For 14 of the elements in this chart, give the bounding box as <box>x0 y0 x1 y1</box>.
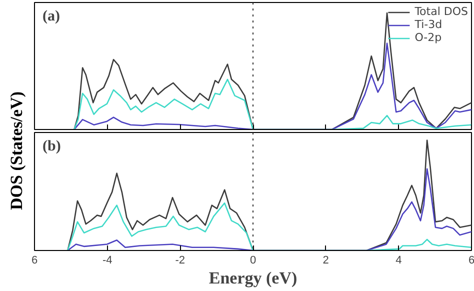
legend-label: Total DOS <box>414 5 468 18</box>
y-axis-title: DOS (States/eV) <box>6 91 27 210</box>
x-tick-label: -2 <box>175 254 186 266</box>
legend-label: O-2p <box>414 31 442 44</box>
annotation: (a) <box>42 8 60 24</box>
x-tick-label: 0 <box>250 254 256 266</box>
x-tick-label: -4 <box>102 254 112 266</box>
x-tick-label: 6 <box>468 254 474 266</box>
x-tick-label: 4 <box>396 254 402 266</box>
annotation: (b) <box>42 138 61 154</box>
legend-label: Ti-3d <box>414 18 442 31</box>
x-axis-title: Energy (eV) <box>208 268 298 288</box>
x-tick-label: 2 <box>322 254 329 266</box>
x-tick-label: 6 <box>31 254 38 266</box>
